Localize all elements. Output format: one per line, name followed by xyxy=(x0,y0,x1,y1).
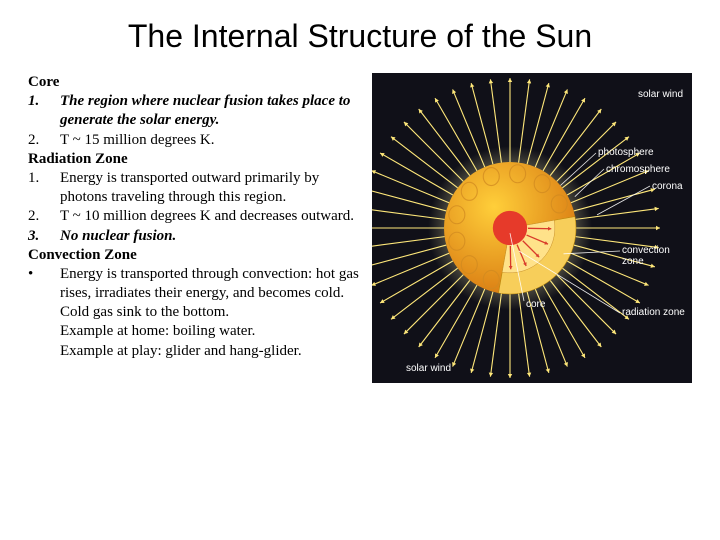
label-convection-zone: convection zone xyxy=(622,245,692,267)
core-heading: Core xyxy=(28,73,364,92)
label-chromosphere: chromosphere xyxy=(606,164,670,175)
list-text: The region where nuclear fusion takes pl… xyxy=(60,92,364,130)
convection-item-1: • Energy is transported through convecti… xyxy=(28,265,364,323)
convection-item-3: Example at play: glider and hang-glider. xyxy=(28,342,364,361)
list-text: Example at play: glider and hang-glider. xyxy=(60,342,364,361)
label-solar-wind-bottom: solar wind xyxy=(406,363,451,374)
diagram-column: solar wind solar wind photosphere chromo… xyxy=(372,73,692,383)
label-photosphere: photosphere xyxy=(598,147,654,158)
radiation-item-3: 3. No nuclear fusion. xyxy=(28,227,364,246)
list-marker: 2. xyxy=(28,131,60,150)
list-marker: 3. xyxy=(28,227,60,246)
sun-diagram: solar wind solar wind photosphere chromo… xyxy=(372,73,692,383)
list-marker: 1. xyxy=(28,92,60,130)
label-solar-wind-top: solar wind xyxy=(638,89,683,100)
list-marker xyxy=(28,322,60,341)
core-item-2: 2. T ~ 15 million degrees K. xyxy=(28,131,364,150)
list-text: Energy is transported through convection… xyxy=(60,265,364,323)
core-item-1: 1. The region where nuclear fusion takes… xyxy=(28,92,364,130)
convection-heading: Convection Zone xyxy=(28,246,364,265)
label-corona: corona xyxy=(652,181,683,192)
list-text: T ~ 15 million degrees K. xyxy=(60,131,364,150)
list-marker xyxy=(28,342,60,361)
label-core: core xyxy=(526,299,545,310)
radiation-heading: Radiation Zone xyxy=(28,150,364,169)
radiation-item-1: 1. Energy is transported outward primari… xyxy=(28,169,364,207)
label-radiation-zone: radiation zone xyxy=(622,307,685,318)
list-marker: 2. xyxy=(28,207,60,226)
list-marker: • xyxy=(28,265,60,323)
convection-item-2: Example at home: boiling water. xyxy=(28,322,364,341)
list-text: Energy is transported outward primarily … xyxy=(60,169,364,207)
list-text: No nuclear fusion. xyxy=(60,227,364,246)
radiation-item-2: 2. T ~ 10 million degrees K and decrease… xyxy=(28,207,364,226)
page-title: The Internal Structure of the Sun xyxy=(28,18,692,55)
list-text: Example at home: boiling water. xyxy=(60,322,364,341)
text-column: Core 1. The region where nuclear fusion … xyxy=(28,73,364,383)
list-text: T ~ 10 million degrees K and decreases o… xyxy=(60,207,364,226)
list-marker: 1. xyxy=(28,169,60,207)
content-row: Core 1. The region where nuclear fusion … xyxy=(28,73,692,383)
